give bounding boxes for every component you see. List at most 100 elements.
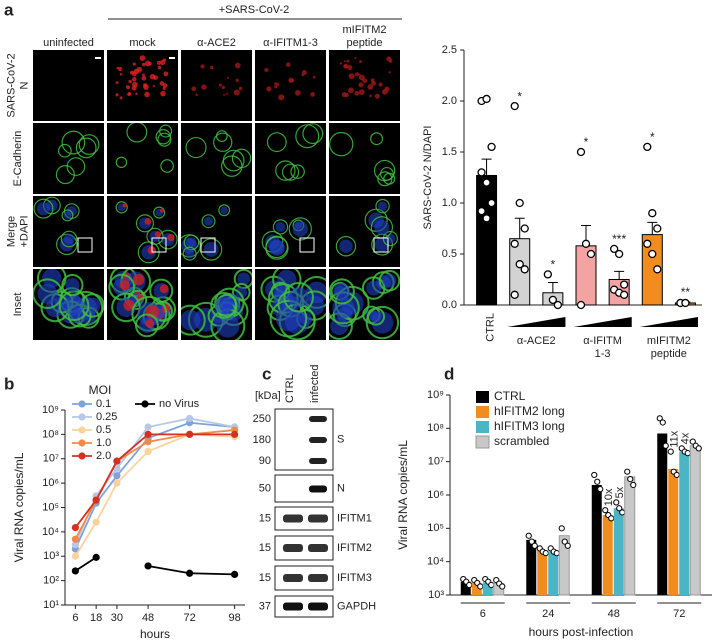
- nucleus: [269, 240, 285, 256]
- data-point: [113, 472, 121, 480]
- signal: [354, 90, 360, 96]
- nucleus: [377, 201, 388, 211]
- micrograph-bg: [181, 50, 252, 121]
- dose-triangle: [507, 317, 566, 327]
- membrane: [266, 132, 287, 153]
- x-tick-label: 6: [72, 612, 78, 624]
- nucleus: [186, 237, 197, 248]
- data-point: [616, 505, 623, 512]
- data-point: [614, 249, 624, 259]
- data-point: [477, 583, 484, 590]
- significance: ***: [612, 232, 626, 246]
- signal: [343, 60, 346, 63]
- membrane: [75, 137, 97, 159]
- significance: *: [650, 130, 655, 144]
- nucleus: [204, 216, 213, 226]
- data-point: [619, 509, 626, 516]
- data-point: [630, 481, 637, 489]
- signal: [141, 62, 146, 67]
- membrane: [153, 206, 166, 219]
- membrane: [159, 124, 173, 138]
- membrane: [55, 165, 75, 185]
- legend-label: 0.25: [96, 411, 117, 423]
- micrograph-content: [264, 62, 316, 101]
- data-point: [656, 415, 663, 422]
- signal: [123, 299, 135, 311]
- band: [283, 574, 303, 582]
- data-point: [648, 209, 657, 218]
- bar: [668, 469, 679, 595]
- micrograph: [329, 196, 400, 267]
- nucleus: [374, 219, 390, 235]
- micrograph-bg: [329, 123, 400, 194]
- signal: [310, 92, 315, 97]
- signal: [339, 62, 343, 65]
- legend-label: 0.5: [96, 424, 111, 436]
- x-tick-label: 72: [183, 612, 195, 624]
- data-point: [564, 542, 571, 549]
- marker-label: 15: [259, 542, 271, 554]
- signal: [388, 59, 393, 63]
- y-tick-label: 10²: [43, 575, 59, 587]
- data-point: [627, 475, 634, 483]
- micrograph-bg: [255, 123, 326, 194]
- x-tick-label: 72: [673, 608, 685, 620]
- band: [283, 602, 303, 611]
- micrograph-content: [115, 123, 174, 173]
- band: [308, 574, 328, 582]
- signal: [312, 75, 316, 79]
- blot-box: [274, 595, 334, 618]
- row-label: +DAPI: [18, 215, 30, 247]
- micrograph-content: [329, 269, 400, 340]
- micrograph: [329, 50, 400, 121]
- panel-label: b: [4, 374, 14, 393]
- legend-swatch: [476, 406, 489, 418]
- signal: [117, 66, 123, 72]
- data-point: [643, 142, 652, 152]
- band-label: IFITM1: [337, 512, 372, 524]
- membrane: [335, 236, 357, 257]
- signal: [119, 96, 123, 100]
- signal: [115, 93, 119, 97]
- bar: [460, 581, 471, 595]
- membrane: [329, 278, 355, 305]
- microscopy-header: +SARS-CoV-2: [219, 4, 290, 16]
- data-point: [113, 457, 121, 465]
- data-point: [543, 270, 553, 279]
- membrane: [61, 273, 84, 297]
- micrograph: [33, 269, 104, 340]
- band: [309, 437, 327, 443]
- lane-label: CTRL: [284, 374, 296, 403]
- signal: [153, 75, 158, 80]
- micrograph-content: [335, 198, 398, 257]
- x-tick-label: 6: [480, 608, 486, 620]
- signal: [234, 62, 241, 69]
- inset-box: [151, 237, 167, 253]
- significance: **: [681, 285, 691, 299]
- micrograph-content: [115, 55, 169, 100]
- significance: *: [517, 89, 522, 103]
- signal: [132, 77, 137, 82]
- nucleus: [237, 272, 251, 286]
- nucleus: [63, 211, 72, 220]
- membrane: [78, 134, 100, 155]
- inset-box: [77, 237, 93, 253]
- signal: [139, 55, 146, 61]
- legend-label: 0.1: [96, 398, 111, 410]
- nucleus: [382, 273, 397, 288]
- group-label: α-ACE2: [517, 335, 556, 347]
- data-point: [576, 147, 586, 157]
- bar: [548, 551, 559, 595]
- data-point: [648, 249, 657, 259]
- y-axis-label: Viral RNA copies/mL: [396, 440, 410, 550]
- signal: [358, 89, 365, 96]
- error-bar: [547, 282, 558, 293]
- data-point: [542, 550, 549, 557]
- membrane: [281, 163, 300, 181]
- nucleus: [275, 221, 286, 232]
- signal: [348, 73, 355, 80]
- legend-marker: [78, 452, 86, 460]
- significance: *: [551, 258, 556, 272]
- band: [283, 544, 303, 552]
